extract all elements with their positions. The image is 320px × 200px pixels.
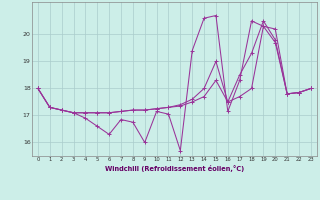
X-axis label: Windchill (Refroidissement éolien,°C): Windchill (Refroidissement éolien,°C)	[105, 165, 244, 172]
